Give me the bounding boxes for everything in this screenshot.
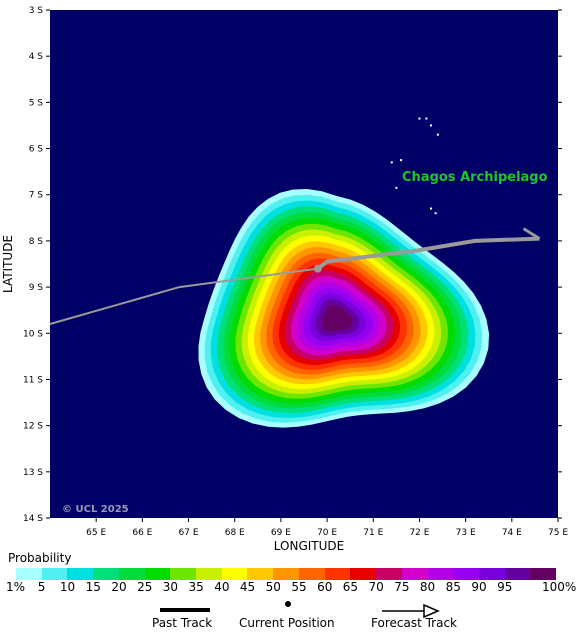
island-marker (436, 133, 439, 136)
legend-label: 50 (265, 580, 281, 594)
lon-tick-label: 72 E (409, 528, 429, 538)
lat-tick-label: 5 S (29, 98, 44, 108)
legend-swatch (530, 568, 557, 580)
probability-color-bar (16, 568, 557, 580)
legend-label: 65 (342, 580, 359, 594)
legend-label: 45 (239, 580, 256, 594)
legend-title: Probability (8, 551, 72, 565)
lon-tick-label: 66 E (132, 528, 152, 538)
legend-swatch (93, 568, 119, 580)
lon-tick-label: 74 E (502, 528, 522, 538)
island-marker (399, 159, 402, 162)
legend-label: 40 (214, 580, 230, 594)
legend-swatch (350, 568, 377, 580)
legend-label: 70 (368, 580, 384, 594)
legend-label: 60 (317, 580, 333, 594)
past-track-line (49, 267, 319, 325)
lat-tick-label: 7 S (29, 191, 44, 201)
legend-swatch (401, 568, 428, 580)
lat-tick-label: 9 S (29, 283, 44, 293)
legend-swatch (324, 568, 351, 580)
legend-swatch (427, 568, 454, 580)
legend-label: 5 (37, 580, 46, 594)
lon-tick-label: 75 E (548, 528, 568, 538)
legend-label: 55 (291, 580, 307, 594)
lon-tick-label: 69 E (271, 528, 291, 538)
legend-label: 35 (188, 580, 204, 594)
island-marker (390, 161, 393, 164)
legend-label: 90 (471, 580, 487, 594)
latitude-ticks: 3 S 4 S 5 S 6 S 7 S 8 S 9 S 10 S 11 S 12 S 13 S 14 … (23, 6, 562, 524)
lat-tick-label: 8 S (29, 237, 44, 247)
legend-label: 25 (137, 580, 153, 594)
lat-tick-label: 4 S (29, 52, 44, 62)
probability-swath (198, 189, 490, 428)
legend-swatch (376, 568, 402, 580)
lat-tick-label: 6 S (29, 145, 44, 155)
past-track-key-label: Past Track (152, 616, 213, 630)
island-marker (418, 117, 421, 120)
plot-area: Chagos Archipelago © UCL 2025 (49, 10, 558, 518)
latitude-axis-title: LATITUDE (1, 235, 15, 293)
legend-swatch (170, 568, 197, 580)
lat-tick-label: 12 S (23, 422, 43, 432)
legend-swatch (453, 568, 479, 580)
legend-swatch (196, 568, 222, 580)
lat-tick-label: 14 S (23, 514, 43, 524)
legend-label: 85 (445, 580, 461, 594)
longitude-ticks: 65 E 66 E 67 E 68 E 69 E 70 E 71 E 72 E 73 E 74 E… (86, 518, 568, 538)
copyright-label: © UCL 2025 (62, 504, 129, 515)
legend-swatch (144, 568, 171, 580)
legend-label: 1% (6, 580, 26, 594)
legend-label: 100% (542, 580, 577, 594)
legend-swatch (298, 568, 325, 580)
legend-swatch (504, 568, 531, 580)
current-position-key-label: Current Position (239, 616, 335, 630)
legend-label: 95 (497, 580, 513, 594)
longitude-axis-title: LONGITUDE (274, 539, 344, 553)
island-marker (434, 212, 437, 215)
island-marker (430, 124, 432, 127)
legend-swatch (16, 568, 42, 580)
legend-swatch (273, 568, 299, 580)
forecast-track-key-label: Forecast Track (371, 616, 457, 630)
lat-tick-label: 11 S (23, 375, 43, 385)
legend-label: 80 (419, 580, 436, 594)
legend-swatch (118, 568, 145, 580)
lon-tick-label: 73 E (456, 528, 476, 538)
legend-label: 75 (394, 580, 410, 594)
forecast-arrow-head (522, 227, 541, 240)
legend-swatch (247, 568, 274, 580)
current-position-key-icon (285, 601, 291, 607)
island-markers (390, 117, 439, 215)
lat-tick-label: 10 S (23, 329, 43, 339)
forecast-track-line (316, 236, 540, 271)
current-position-marker (313, 264, 322, 273)
legend-swatch (221, 568, 248, 580)
legend-label: 15 (85, 580, 101, 594)
lon-tick-label: 68 E (225, 528, 245, 538)
island-marker (430, 207, 432, 210)
lat-tick-label: 13 S (23, 468, 43, 478)
lon-tick-label: 71 E (363, 528, 383, 538)
probability-contour (321, 304, 353, 332)
legend-label: 10 (59, 580, 76, 594)
lon-tick-label: 70 E (317, 528, 337, 538)
place-label-chagos: Chagos Archipelago (402, 170, 548, 185)
lat-tick-label: 3 S (29, 6, 44, 16)
legend-swatch (41, 568, 68, 580)
legend-swatch (67, 568, 94, 580)
lon-tick-label: 65 E (86, 528, 106, 538)
lon-tick-label: 67 E (179, 528, 199, 538)
legend-label: 20 (111, 580, 127, 594)
island-marker (425, 117, 428, 120)
forecast-track-key-arrow-icon (423, 603, 440, 619)
island-marker (395, 186, 398, 189)
legend-swatch (478, 568, 505, 580)
legend-label: 30 (162, 580, 179, 594)
